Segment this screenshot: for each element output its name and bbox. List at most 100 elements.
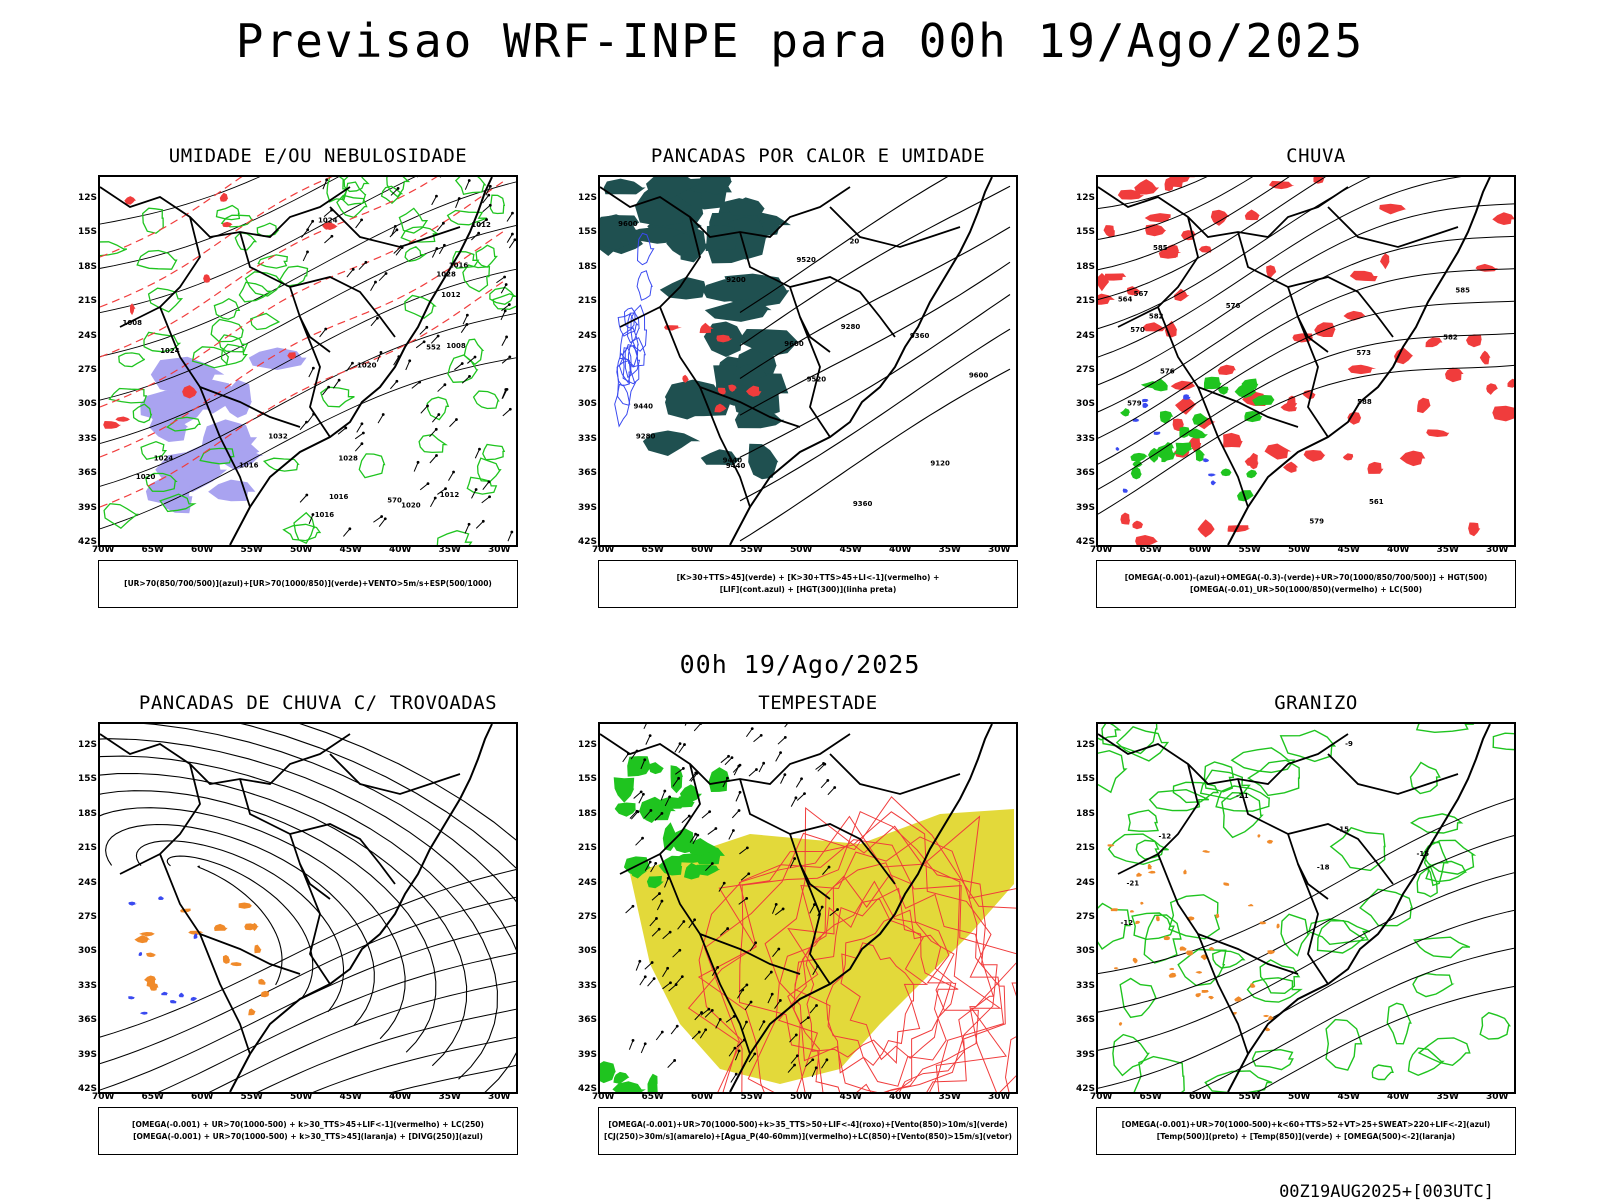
omega-patch [1242,379,1259,390]
temp850-contour [1417,724,1473,732]
wind-vector [502,337,507,346]
contour-label: 1024 [154,454,174,462]
rain-patch [1348,365,1376,374]
wind-vector [448,472,453,481]
rain-patch [1223,433,1243,448]
country-border [830,754,960,794]
contour-label: 9120 [930,459,950,467]
wind-vector [796,779,801,788]
longitude-tick: 45W [340,1092,362,1102]
longitude-tick: 60W [191,1092,213,1102]
wind-vector [421,406,428,413]
hgt300-line [740,369,1010,541]
wind-vector-head [649,861,652,864]
wind-vector [626,906,633,913]
instability-fill [604,179,646,195]
contour-label: 564 [1118,296,1133,304]
longitude-tick: 45W [840,545,862,555]
longitude-tick: 70W [92,1092,114,1102]
humidity-contour [264,458,298,471]
wind-vector-head [793,857,796,860]
longitude-tick: 55W [241,545,263,555]
wind-vector [668,1060,675,1067]
humidity-contour [419,435,446,453]
longitude-tick: 70W [592,545,614,555]
wind-vector [439,245,444,254]
wind-vector-head [644,975,647,978]
storm-patch [248,1008,256,1015]
panel-legend: [OMEGA(-0.001)+UR>70(1000-500)+k>35_TTS>… [598,1107,1018,1155]
latitude-tick: 21S [1076,843,1095,853]
omega500-dot [1195,971,1202,974]
wind-vector-head [750,1001,753,1004]
wind-vector-head [751,727,754,730]
omega500-dot [1277,924,1280,929]
temp850-contour [1493,733,1514,750]
wind-vector-head [468,375,471,378]
thickness-line [100,177,506,307]
wind-vector [754,735,762,741]
wind-vector-head [505,283,508,286]
longitude-tick: 70W [92,545,114,555]
omega-patch [1133,461,1143,468]
humidity-contour [137,251,176,270]
latitude-tick: 18S [1076,809,1095,819]
omega-patch [1187,429,1208,439]
rain-patch [1343,453,1353,460]
rain-patch [1265,444,1292,460]
wind-vector-head [795,796,798,799]
wind-vector-head [455,418,458,421]
wind-vector-head [444,487,447,490]
legend-line: [OMEGA(-0.001) + UR>70(1000-500) + k>30_… [133,1131,483,1143]
wind-vector-head [397,187,400,190]
wind-vector-head [783,773,786,776]
instability-fill [660,277,707,300]
omega500-dot [1148,871,1156,874]
map-frame [598,722,1018,1094]
wind-vector-head [360,219,363,222]
wind-vector-head [635,810,638,813]
humidity-contour [464,339,483,364]
wind-vector [671,1026,677,1034]
contour-label: 579 [1309,518,1324,526]
contour-label: 576 [1160,368,1175,376]
wind850-fill [627,756,652,777]
humidity-contour [483,445,504,460]
omega500-dot [1108,844,1115,846]
longitude-tick: 65W [142,545,164,555]
wind-vector [749,770,757,777]
longitude-tick: 65W [642,1092,664,1102]
storm-patch [239,903,252,909]
wind-vector-head [668,796,671,799]
longitude-tick: 35W [939,1092,961,1102]
humidity-contour [405,296,435,319]
wind-vector-head [642,793,645,796]
wind-vector [509,240,515,248]
wind-vector [507,213,512,221]
panel-title: PANCADAS POR CALOR E UMIDADE [568,145,1068,167]
wind-vector-head [487,194,490,197]
contour-label: 20 [849,238,859,246]
country-border [1198,934,1248,1054]
panel-title: UMIDADE E/OU NEBULOSIDADE [68,145,568,167]
wind-vector [379,519,385,527]
wind-vector [438,385,445,392]
wind-vector-head [661,1031,664,1034]
omega500-dot [1248,904,1254,907]
wind-vector-head [640,791,643,794]
wind-vector [432,196,437,205]
wind-vector-head [466,314,469,317]
storm-patch [261,991,269,997]
hgt300-line [740,329,1010,501]
omega500-dot [1133,958,1138,964]
wind-vector-head [488,495,491,498]
wind-vector [759,763,764,772]
legend-line: [OMEGA(-0.01)_UR>50(1000/850)(vermelho) … [1190,584,1422,596]
longitude-tick: 65W [142,1092,164,1102]
wind-vector-head [443,383,446,386]
divergence-patch [161,992,168,996]
